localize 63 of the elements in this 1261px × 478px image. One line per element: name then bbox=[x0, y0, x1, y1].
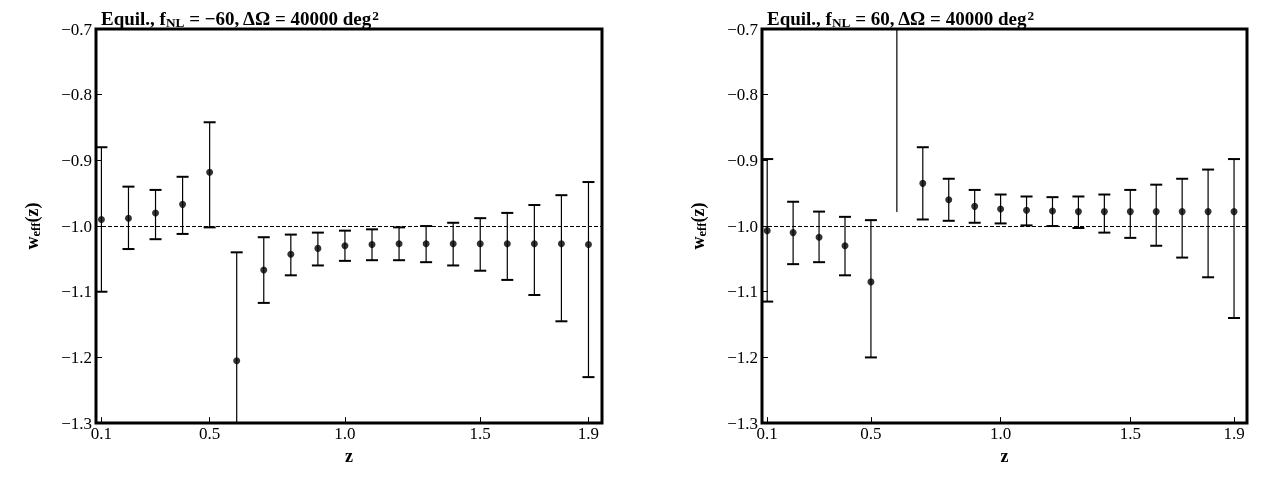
x-axis-title: z bbox=[1000, 446, 1009, 466]
point bbox=[124, 214, 132, 222]
point bbox=[763, 227, 771, 235]
y-tick-label: −0.8 bbox=[61, 85, 92, 105]
point bbox=[287, 250, 295, 258]
y-tick-label: −1.2 bbox=[727, 347, 758, 367]
point bbox=[1048, 207, 1056, 215]
y-tick-label: −1.1 bbox=[61, 282, 92, 302]
point bbox=[1126, 208, 1134, 216]
point bbox=[971, 202, 979, 210]
point bbox=[997, 205, 1005, 213]
point bbox=[584, 240, 592, 248]
point bbox=[841, 242, 849, 250]
y-tick-label: −1.0 bbox=[61, 216, 92, 236]
y-tick-label: −1.0 bbox=[727, 216, 758, 236]
point bbox=[260, 266, 268, 274]
y-tick-label: −0.9 bbox=[61, 150, 92, 170]
y-tick-label: −0.7 bbox=[727, 19, 759, 39]
point bbox=[368, 240, 376, 248]
x-tick-label: 0.5 bbox=[199, 424, 221, 444]
y-tick-label: −1.1 bbox=[727, 282, 758, 302]
y-axis-title: weff(z) bbox=[688, 202, 710, 250]
point bbox=[97, 215, 105, 223]
x-axis-title: z bbox=[345, 446, 353, 466]
point bbox=[815, 233, 823, 241]
point bbox=[152, 209, 160, 217]
y-tick-label: −1.3 bbox=[61, 413, 92, 433]
point bbox=[179, 200, 187, 208]
point bbox=[476, 240, 484, 248]
x-tick-label: 1.5 bbox=[469, 424, 491, 444]
point bbox=[422, 240, 430, 248]
point bbox=[314, 244, 322, 252]
x-tick-label: 1.0 bbox=[334, 424, 356, 444]
point bbox=[530, 240, 538, 248]
point bbox=[206, 168, 214, 176]
point bbox=[945, 196, 953, 204]
x-tick-label: 1.9 bbox=[577, 424, 600, 444]
point bbox=[1152, 208, 1160, 216]
y-axis-title: weff(z) bbox=[22, 202, 44, 250]
y-tick-label: −0.7 bbox=[61, 19, 93, 39]
point bbox=[1074, 208, 1082, 216]
point bbox=[341, 242, 349, 250]
y-tick-label: −0.9 bbox=[727, 150, 758, 170]
point bbox=[449, 240, 457, 248]
point bbox=[395, 240, 403, 248]
y-tick-label: −1.3 bbox=[727, 413, 758, 433]
point bbox=[789, 229, 797, 237]
point bbox=[503, 240, 511, 248]
point bbox=[1023, 206, 1031, 214]
x-tick-label: 1.5 bbox=[1119, 424, 1141, 444]
y-tick-label: −1.2 bbox=[61, 347, 92, 367]
point bbox=[557, 240, 565, 248]
y-tick-label: −0.8 bbox=[727, 85, 758, 105]
x-tick-label: 0.5 bbox=[860, 424, 882, 444]
point bbox=[1178, 208, 1186, 216]
point bbox=[1230, 208, 1238, 216]
x-tick-label: 1.0 bbox=[989, 424, 1012, 444]
point bbox=[1204, 208, 1212, 216]
point bbox=[1100, 208, 1108, 216]
point bbox=[233, 357, 241, 365]
point bbox=[867, 278, 875, 286]
x-tick-label: 1.9 bbox=[1223, 424, 1245, 444]
point bbox=[919, 179, 927, 187]
